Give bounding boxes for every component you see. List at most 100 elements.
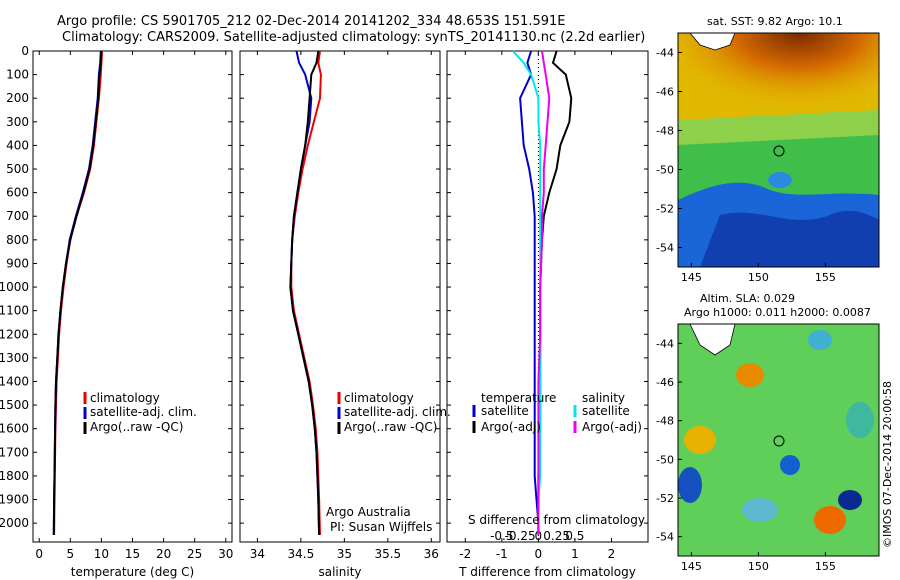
imos-credit: ©IMOS 07-Dec-2014 20:00:58 xyxy=(881,381,894,548)
header-line-1: Argo profile: CS 5901705_212 02-Dec-2014… xyxy=(57,14,565,29)
legend-label-t-argo: Argo(-adj) xyxy=(481,420,541,434)
y-tick-label: 1300 xyxy=(0,351,29,365)
header-line-2: Climatology: CARS2009. Satellite-adjuste… xyxy=(62,30,645,45)
sla-anomaly xyxy=(736,363,764,387)
series-line xyxy=(289,50,321,535)
tasmania-outline xyxy=(689,33,736,51)
sla-anomaly xyxy=(814,506,846,534)
sst-cold-eddy xyxy=(768,172,792,188)
legend-label-satellite: satellite-adj. clim. xyxy=(344,405,451,419)
y-tick-label: 100 xyxy=(6,68,29,82)
x-tick-label: 1 xyxy=(571,547,579,561)
legend-title-temperature: temperature xyxy=(481,391,556,405)
legend-label-climatology: climatology xyxy=(90,391,160,405)
salinity-legend: climatology satellite-adj. clim. Argo(..… xyxy=(337,391,451,434)
plot-frame xyxy=(446,50,649,543)
series-line xyxy=(537,50,551,535)
x-tick-label: 35 xyxy=(337,547,352,561)
sla-anomaly xyxy=(808,330,832,350)
legend-label-t-satellite: satellite xyxy=(481,404,529,418)
map-y-tick-label: -52 xyxy=(656,203,674,216)
y-tick-label: 1500 xyxy=(0,398,29,412)
x-tick-label: -1 xyxy=(496,547,508,561)
series-line xyxy=(289,50,321,535)
legend-label-satellite: satellite-adj. clim. xyxy=(90,405,197,419)
map-y-tick-label: -46 xyxy=(656,86,674,99)
salinity-panel: 34 34.5 35 35.5 36 salinity xyxy=(239,50,441,579)
y-tick-label: 1700 xyxy=(0,445,29,459)
sla-map: Altim. SLA: 0.029 Argo h1000: 0.011 h200… xyxy=(656,292,880,573)
series-line xyxy=(52,50,102,535)
map-y-tick-label: -46 xyxy=(656,376,674,389)
x-tick-label: 5 xyxy=(66,547,74,561)
x-tick-label: 10 xyxy=(94,547,109,561)
legend-label-s-argo: Argo(-adj) xyxy=(582,420,642,434)
x-tick-label: 34 xyxy=(250,547,265,561)
map-y-tick-label: -54 xyxy=(656,242,674,255)
y-tick-label: 800 xyxy=(6,233,29,247)
y-tick-label: 1800 xyxy=(0,469,29,483)
map-y-tick-label: -52 xyxy=(656,492,674,505)
map-y-tick-label: -48 xyxy=(656,415,674,428)
map-y-tick-label: -48 xyxy=(656,125,674,138)
legend-label-climatology: climatology xyxy=(344,391,414,405)
sla-anomaly xyxy=(780,455,800,475)
legend-label-argo: Argo(..raw -QC) xyxy=(344,420,437,434)
y-tick-label: 0 xyxy=(21,44,29,58)
map-y-tick-label: -44 xyxy=(656,337,674,350)
x-axis-label: T difference from climatology xyxy=(458,565,636,579)
sla-anomaly xyxy=(846,402,874,438)
map-y-tick-label: -50 xyxy=(656,164,674,177)
difference-legend: temperature salinity satellite Argo(-adj… xyxy=(472,391,642,434)
map-x-tick-label: 150 xyxy=(748,271,769,284)
plot-frame xyxy=(239,50,441,543)
legend-label-argo: Argo(..raw -QC) xyxy=(90,420,183,434)
sst-map-title: sat. SST: 9.82 Argo: 10.1 xyxy=(707,15,843,28)
x-top-tick-label: -0.5 xyxy=(490,529,513,543)
map-x-tick-label: 155 xyxy=(815,560,836,573)
map-x-tick-label: 155 xyxy=(815,271,836,284)
sla-anomaly xyxy=(742,498,778,522)
x-tick-label: 0 xyxy=(535,547,543,561)
sla-anomaly xyxy=(838,490,862,510)
argo-location-marker xyxy=(773,145,785,157)
y-tick-label: 1400 xyxy=(0,374,29,388)
y-tick-label: 1000 xyxy=(0,280,29,294)
x-tick-label: 34.5 xyxy=(288,547,315,561)
x-top-tick-label: -0.25 xyxy=(505,529,536,543)
pi-label: PI: Susan Wijffels xyxy=(330,520,432,534)
x-tick-label: 15 xyxy=(125,547,140,561)
y-tick-label: 600 xyxy=(6,186,29,200)
y-tick-label: 500 xyxy=(6,162,29,176)
sla-map-frame xyxy=(677,323,880,557)
argo-location-marker xyxy=(773,435,785,447)
x-tick-label: 2 xyxy=(608,547,616,561)
x-tick-label: -2 xyxy=(459,547,471,561)
y-tick-label: 400 xyxy=(6,138,29,152)
map-y-tick-label: -44 xyxy=(656,47,674,60)
y-tick-label: 900 xyxy=(6,256,29,270)
y-tick-label: 1900 xyxy=(0,493,29,507)
sst-mid-band xyxy=(678,110,879,145)
sla-map-title: Altim. SLA: 0.029 xyxy=(700,292,795,305)
series-line xyxy=(52,50,103,535)
x-axis-label: salinity xyxy=(318,565,361,579)
institution-label: Argo Australia xyxy=(326,505,411,519)
x-axis-label: temperature (deg C) xyxy=(71,565,194,579)
sst-cold-core xyxy=(700,210,879,267)
map-y-tick-label: -54 xyxy=(656,531,674,544)
x-tick-label: 35.5 xyxy=(374,547,401,561)
temperature-panel: 0100200300400500600700800900100011001200… xyxy=(0,44,233,579)
map-x-tick-label: 145 xyxy=(681,560,702,573)
sst-map-frame xyxy=(677,32,880,268)
x-tick-label: 36 xyxy=(424,547,439,561)
map-x-tick-label: 150 xyxy=(748,560,769,573)
y-tick-label: 1600 xyxy=(0,422,29,436)
map-y-tick-label: -50 xyxy=(656,453,674,466)
x-tick-label: 20 xyxy=(156,547,171,561)
tasmania-outline xyxy=(689,324,736,356)
x-tick-label: 30 xyxy=(218,547,233,561)
y-tick-label: 700 xyxy=(6,209,29,223)
